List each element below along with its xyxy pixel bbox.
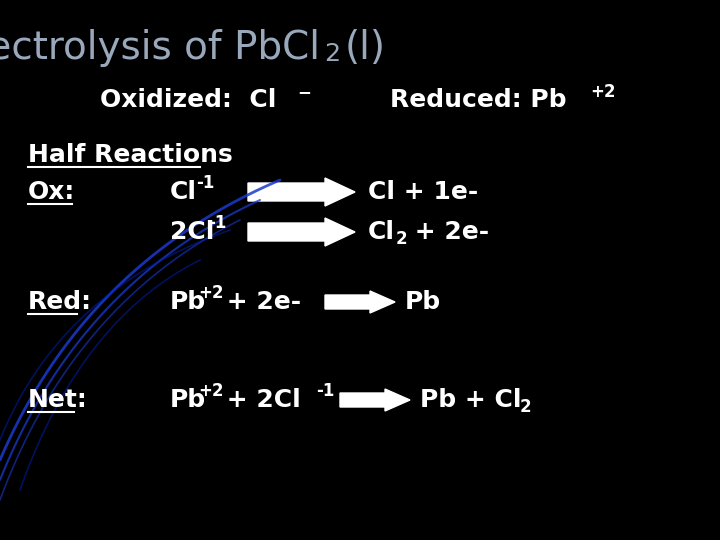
FancyArrow shape xyxy=(325,291,395,313)
FancyArrow shape xyxy=(340,389,410,411)
Text: +2: +2 xyxy=(198,284,223,302)
Text: Oxidized:  Cl: Oxidized: Cl xyxy=(100,88,276,112)
Text: Ox:: Ox: xyxy=(28,180,76,204)
Text: Cl: Cl xyxy=(170,180,197,204)
Text: +2: +2 xyxy=(198,382,223,400)
Text: + 2e-: + 2e- xyxy=(406,220,489,244)
Text: Pb: Pb xyxy=(170,290,206,314)
Text: 2: 2 xyxy=(324,42,340,66)
Text: +2: +2 xyxy=(590,83,616,101)
Text: + 2Cl: + 2Cl xyxy=(218,388,301,412)
Text: 2: 2 xyxy=(520,398,531,416)
Text: Cl + 1e-: Cl + 1e- xyxy=(368,180,478,204)
Text: 2Cl: 2Cl xyxy=(170,220,215,244)
FancyArrow shape xyxy=(248,178,355,206)
Text: -1: -1 xyxy=(208,214,226,232)
Text: Net:: Net: xyxy=(28,388,88,412)
Text: Electrolysis of PbCl: Electrolysis of PbCl xyxy=(0,29,320,67)
Text: + 2e-: + 2e- xyxy=(218,290,301,314)
Text: Cl: Cl xyxy=(368,220,395,244)
Text: (l): (l) xyxy=(345,29,386,67)
Text: Pb + Cl: Pb + Cl xyxy=(420,388,521,412)
Text: Red:: Red: xyxy=(28,290,92,314)
Text: Half Reactions: Half Reactions xyxy=(28,143,233,167)
Text: -1: -1 xyxy=(196,174,215,192)
Text: Pb: Pb xyxy=(170,388,206,412)
Text: -1: -1 xyxy=(316,382,334,400)
Text: 2: 2 xyxy=(396,230,408,248)
Text: Reduced: Pb: Reduced: Pb xyxy=(390,88,567,112)
FancyArrow shape xyxy=(248,218,355,246)
Text: Pb: Pb xyxy=(405,290,441,314)
Text: −: − xyxy=(297,83,311,101)
